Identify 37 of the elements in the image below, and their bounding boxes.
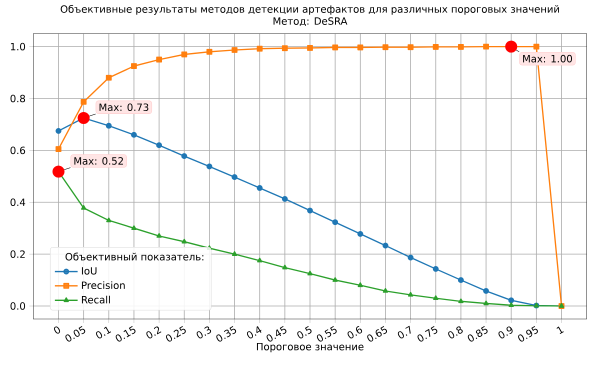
y-tick-label: 0.0	[10, 302, 26, 310]
x-tick-label: 0.25	[166, 326, 186, 342]
legend-label: Recall	[82, 296, 110, 304]
x-tick-label: 0.9	[498, 326, 513, 338]
chart-subtitle: Метод: DeSRA	[274, 17, 348, 26]
x-tick-label: 0.35	[216, 326, 236, 342]
x-tick-label: 0.6	[348, 326, 362, 338]
annotation: Max: 0.52	[74, 157, 123, 165]
y-tick-label: 1.0	[10, 42, 26, 50]
x-tick-label: 0.45	[266, 326, 286, 342]
x-tick-label: 1	[556, 326, 564, 334]
legend-label: Precision	[82, 281, 125, 290]
x-tick-label: 0.85	[468, 326, 488, 342]
x-tick-label: 0.55	[316, 326, 337, 342]
annotation: Max: 1.00	[523, 54, 572, 62]
x-tick-label: 0.1	[96, 326, 112, 338]
x-tick-label: 0.4	[246, 326, 262, 338]
x-tick-label: 0.15	[116, 326, 136, 342]
x-tick-label: 0.95	[518, 326, 538, 342]
x-tick-label: 0.5	[297, 326, 312, 338]
x-tick-label: 0.7	[398, 326, 411, 338]
y-tick-label: 0.2	[10, 250, 25, 258]
x-tick-label: 0.65	[367, 326, 388, 342]
x-tick-label: 0.05	[65, 326, 86, 342]
y-tick-label: 0.6	[10, 146, 26, 154]
y-tick-label: 0.8	[10, 94, 26, 102]
x-tick-label: 0.75	[418, 326, 438, 342]
x-tick-label: 0.3	[196, 326, 212, 338]
legend-label: IoU	[82, 267, 96, 275]
annotation: Max: 0.73	[100, 103, 148, 112]
x-tick-label: 0.8	[448, 326, 463, 338]
chart-title: Объективные результаты методов детекции артефактов для различных пороговых значений	[60, 4, 559, 15]
legend-title: Объективный показатель:	[66, 252, 204, 260]
x-tick-label: 0.2	[146, 326, 162, 338]
x-axis-title: Пороговое значение	[256, 342, 364, 352]
y-tick-label: 0.4	[10, 198, 26, 206]
x-tick-label: 0	[54, 326, 60, 334]
